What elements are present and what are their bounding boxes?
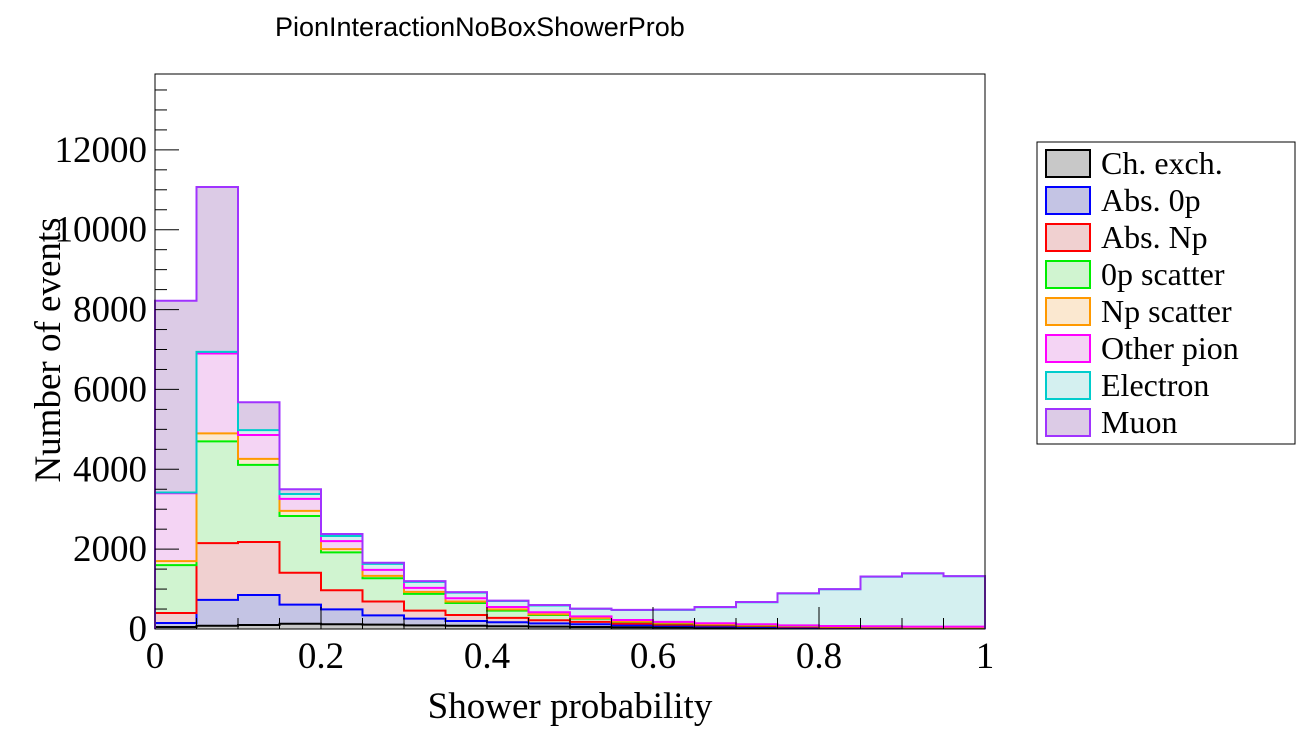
y-axis-label: Number of events — [28, 217, 69, 482]
bar-abs-0p-bin-1 — [196, 599, 238, 629]
x-tick-label: 0 — [146, 636, 165, 677]
bar-ch-exch--bin-7 — [445, 625, 487, 629]
y-tick-label: 2000 — [73, 529, 147, 570]
bar-ch-exch--bin-3 — [279, 623, 321, 629]
bar-ch-exch--bin-4 — [321, 624, 363, 629]
legend-item: 0p scatter — [1045, 256, 1225, 292]
y-tick-label: 8000 — [73, 290, 147, 331]
legend-item: Electron — [1045, 367, 1209, 403]
bar-ch-exch--bin-5 — [362, 624, 404, 629]
y-tick-label: 12000 — [55, 130, 148, 171]
legend-label: 0p scatter — [1101, 256, 1225, 292]
legend-swatch — [1045, 408, 1091, 437]
bar-electron-bin-16 — [819, 589, 861, 629]
y-tick-label: 4000 — [73, 449, 147, 490]
bar-ch-exch--bin-6 — [404, 625, 446, 629]
legend-item: Muon — [1045, 404, 1177, 440]
legend-swatch — [1045, 149, 1091, 178]
bar-abs-0p-bin-6 — [404, 618, 446, 629]
chart-title: PionInteractionNoBoxShowerProb — [275, 12, 685, 42]
legend-label: Np scatter — [1101, 293, 1232, 329]
x-tick-label: 0.4 — [464, 636, 510, 677]
histogram-outlines — [154, 185, 986, 630]
x-axis-label: Shower probability — [428, 686, 713, 727]
legend-label: Muon — [1101, 404, 1177, 440]
legend-label: Electron — [1101, 367, 1209, 403]
legend-label: Abs. 0p — [1101, 182, 1201, 218]
x-axis-ticks: 0 0.2 0.4 0.6 0.8 1 — [146, 607, 995, 677]
legend-item: Other pion — [1045, 330, 1239, 366]
legend-swatch — [1045, 223, 1091, 252]
y-tick-label: 0 — [129, 609, 148, 650]
legend-swatch — [1045, 260, 1091, 289]
series-outline-muon — [154, 185, 986, 629]
bar-electron-bin-15 — [777, 593, 819, 629]
bar-electron-bin-17 — [860, 576, 902, 629]
legend-item: Ch. exch. — [1045, 145, 1223, 181]
legend-item: Abs. Np — [1045, 219, 1208, 255]
bar-electron-bin-19 — [943, 576, 985, 629]
legend-item: Abs. 0p — [1045, 182, 1201, 218]
bar-ch-exch--bin-9 — [528, 626, 570, 629]
x-tick-label: 0.6 — [630, 636, 676, 677]
x-tick-label: 0.2 — [298, 636, 344, 677]
legend-label: Ch. exch. — [1101, 145, 1223, 181]
legend-item: Np scatter — [1045, 293, 1232, 329]
legend-swatch — [1045, 371, 1091, 400]
bar-ch-exch--bin-2 — [238, 625, 280, 629]
bar-electron-bin-18 — [902, 573, 944, 629]
legend-label: Abs. Np — [1101, 219, 1208, 255]
legend-swatch — [1045, 186, 1091, 215]
y-tick-label: 10000 — [55, 210, 148, 251]
bar-ch-exch--bin-1 — [196, 625, 238, 629]
y-axis-ticks: 0 2000 4000 6000 8000 10000 12000 — [55, 89, 179, 650]
legend-swatch — [1045, 334, 1091, 363]
legend-swatch — [1045, 297, 1091, 326]
bar-abs-0p-bin-2 — [238, 595, 280, 629]
x-tick-label: 0.8 — [796, 636, 842, 677]
bar-ch-exch--bin-8 — [487, 626, 529, 629]
x-tick-label: 1 — [976, 636, 995, 677]
legend-label: Other pion — [1101, 330, 1239, 366]
y-tick-label: 6000 — [73, 369, 147, 410]
